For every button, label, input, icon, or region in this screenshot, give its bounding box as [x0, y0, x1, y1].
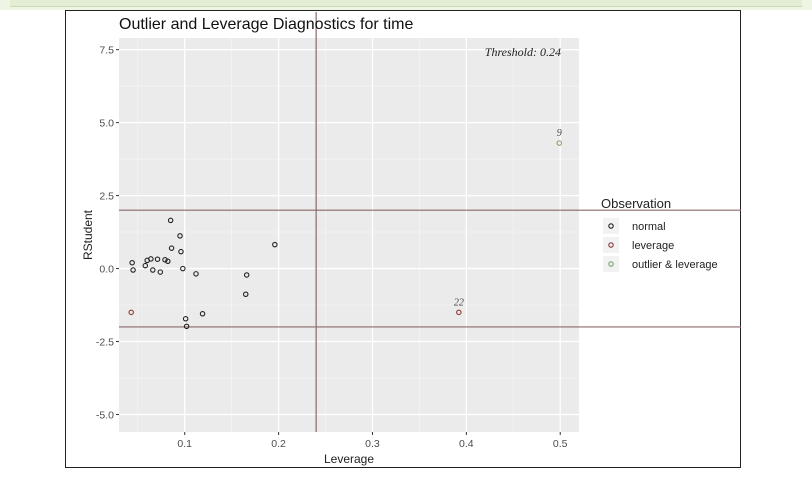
x-tick-label: 0.1 [177, 438, 192, 450]
plot-panel [119, 38, 579, 432]
data-points: 22 9 [128, 128, 563, 330]
threshold-annotation: Threshold: 0.24 [485, 45, 561, 59]
point-normal [150, 267, 156, 273]
legend-key [603, 256, 619, 272]
y-tick-label: 0.0 [99, 264, 114, 276]
reference-lines [119, 12, 741, 432]
grid-minor [119, 38, 579, 432]
y-axis-label: RStudent [81, 209, 95, 260]
point-normal [199, 311, 206, 317]
point-normal [157, 269, 164, 275]
x-tick-label: 0.5 [553, 438, 568, 450]
point-normal [165, 258, 171, 265]
y-tick-label: 5.0 [99, 118, 114, 130]
y-tick-label: -5.0 [96, 409, 114, 421]
point-normal [168, 245, 175, 251]
legend-key-symbol [608, 223, 614, 229]
y-tick-label: -2.5 [96, 337, 114, 349]
point-normal [272, 241, 278, 248]
point-normal [167, 217, 174, 224]
window-top-band-inner [10, 0, 802, 7]
point-normal [193, 271, 199, 277]
axis-ticks: 0.1 0.2 0.3 0.4 0.5 -5.0 -2.5 0.0 2.5 5.0 7.5 [96, 45, 568, 450]
point-normal [243, 272, 250, 278]
point-normal [148, 256, 154, 262]
x-axis-label: Leverage [324, 452, 374, 466]
point-normal [130, 267, 136, 273]
legend-key [603, 218, 619, 234]
grid-major [119, 38, 579, 432]
legend-title: Observation [601, 196, 671, 211]
legend-key-symbol [608, 242, 614, 248]
x-tick-label: 0.3 [365, 438, 380, 450]
legend-key-symbol [608, 261, 614, 267]
point-normal [177, 233, 183, 239]
point-normal [182, 316, 189, 322]
point-normal [162, 257, 168, 263]
x-tick-label: 0.4 [459, 438, 474, 450]
y-tick-label: 7.5 [99, 45, 114, 57]
window-top-band [0, 0, 812, 10]
x-tick-label: 0.2 [271, 438, 286, 450]
point-normal [142, 262, 149, 269]
point-normal [129, 259, 135, 266]
legend-key [603, 237, 619, 253]
chart-title: Outlier and Leverage Diagnostics for tim… [119, 16, 413, 33]
point-leverage [456, 309, 462, 316]
point-label: 22 [454, 297, 464, 308]
point-normal [154, 256, 161, 262]
legend-entry-label: leverage [632, 240, 674, 252]
legend-entries: normal leverage outlier & leverage [603, 218, 718, 272]
point-leverage [128, 309, 134, 316]
legend-entry-label: normal [632, 221, 666, 233]
point-normal [183, 323, 190, 330]
legend-entry-label: outlier & leverage [632, 259, 718, 271]
y-tick-label: 2.5 [99, 191, 114, 203]
point-normal [180, 265, 186, 272]
point-label: 9 [557, 128, 562, 139]
point-normal [242, 291, 249, 297]
point-normal [178, 248, 184, 255]
legend: Observation normal leverage outlier & leve… [601, 196, 718, 272]
point-outlier-leverage [556, 140, 563, 146]
